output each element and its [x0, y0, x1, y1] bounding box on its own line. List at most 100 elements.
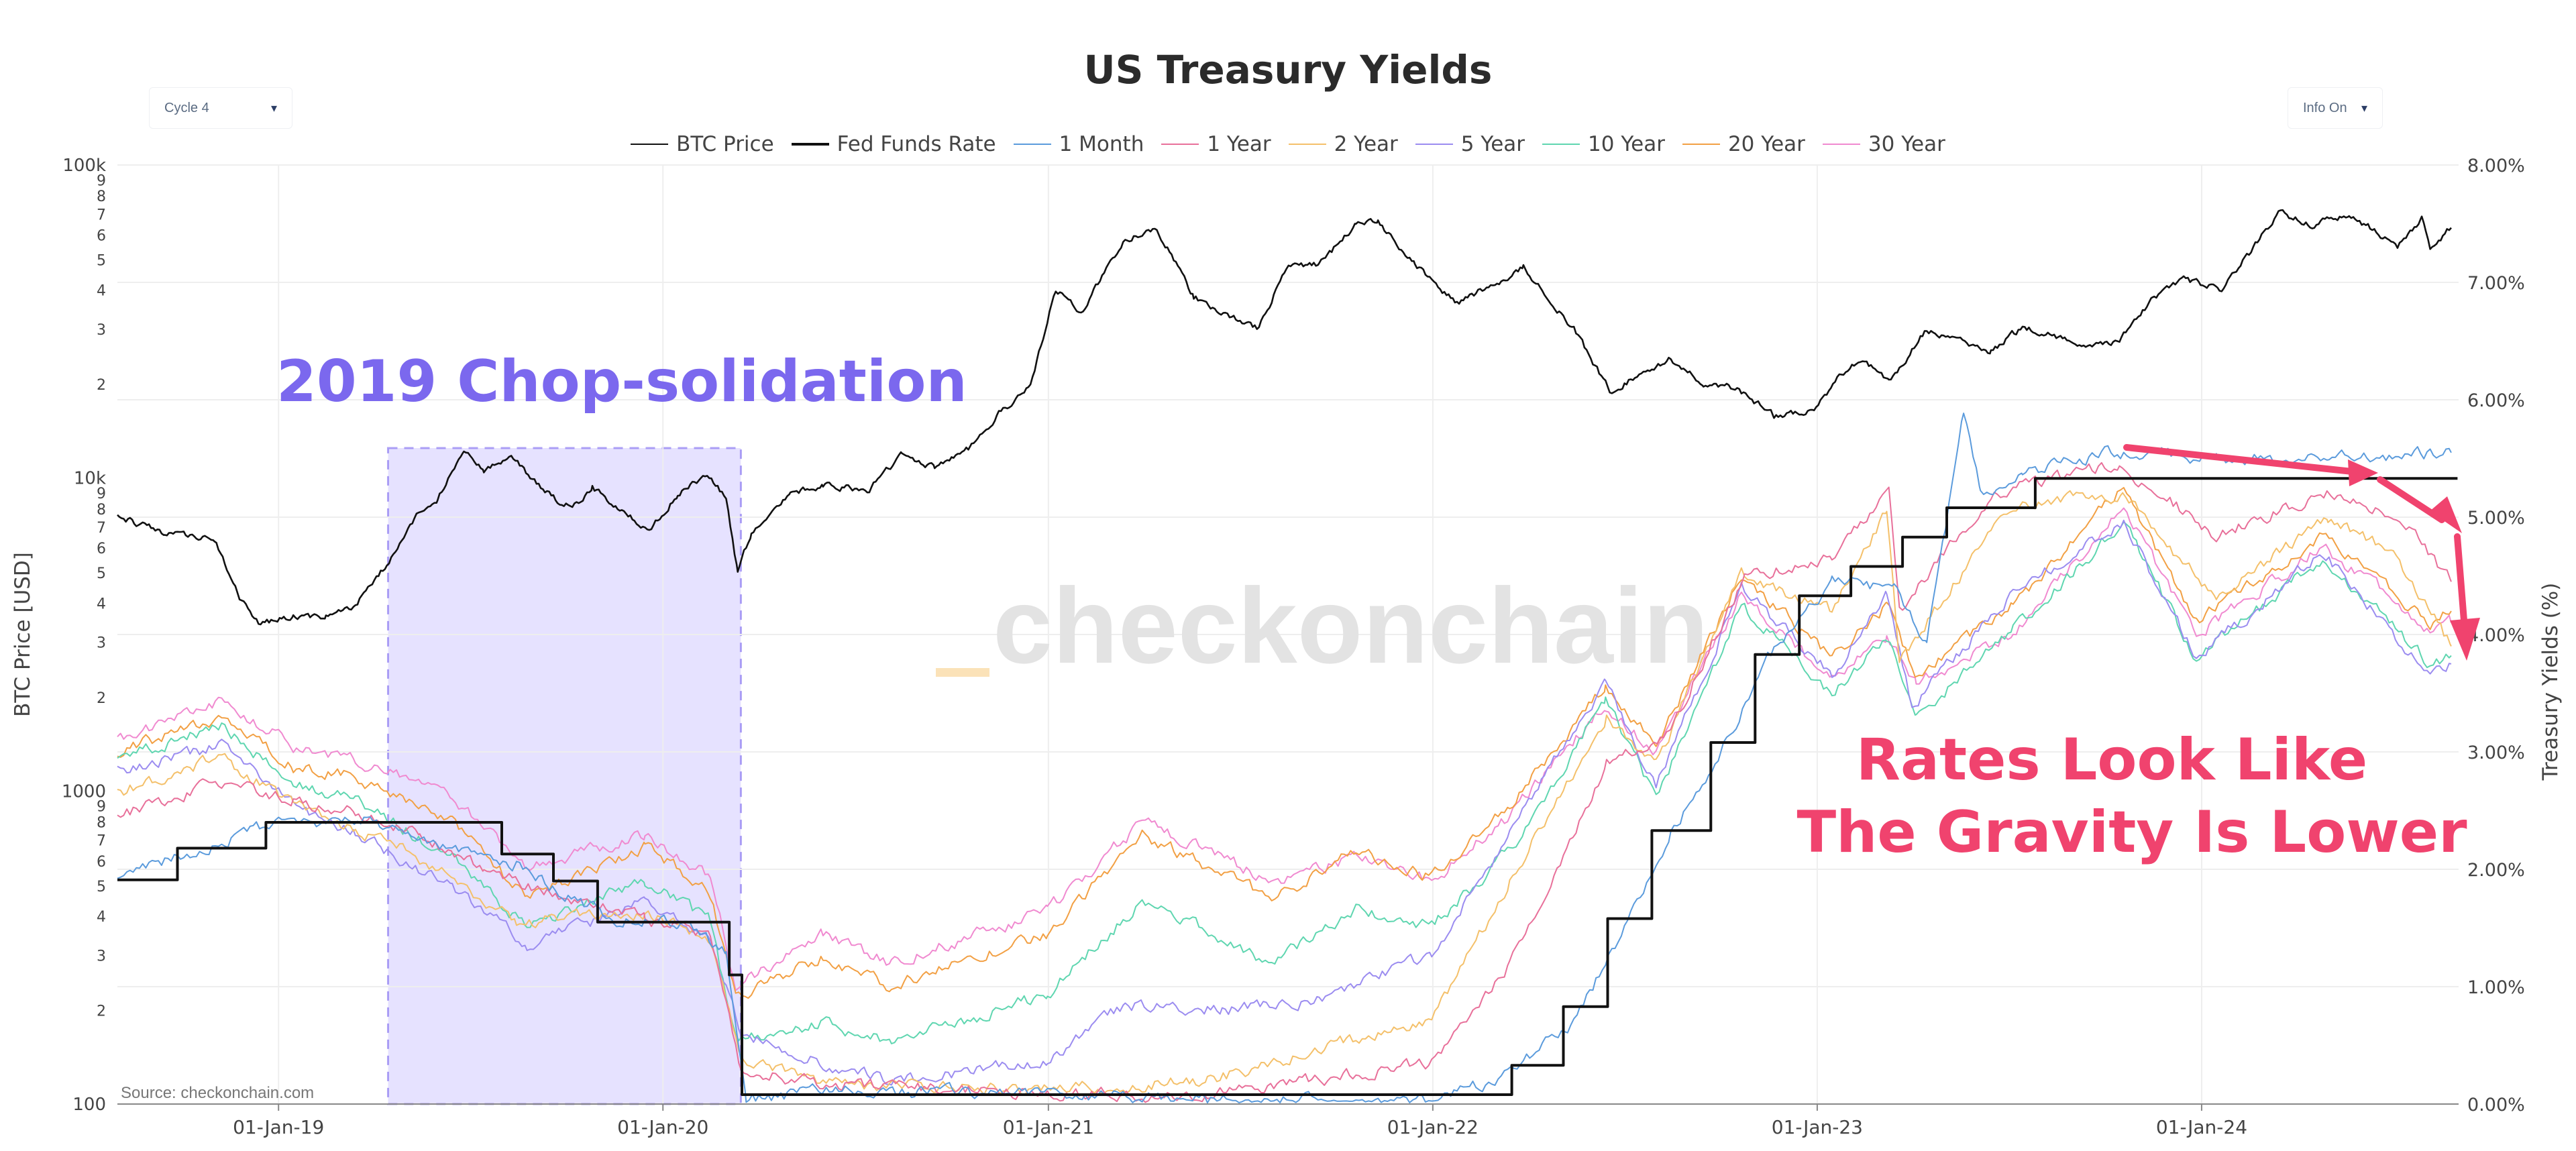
y-right-axis-title: Treasury Yields (%) [2538, 583, 2563, 781]
y-right-tick-label: 7.00% [2467, 273, 2525, 294]
arrow-segment-2 [2377, 476, 2445, 523]
y-left-tick-label: 6 [97, 541, 106, 557]
legend-swatch [1542, 144, 1580, 145]
legend-item-y1[interactable]: 1 Year [1161, 132, 1271, 156]
legend-swatch [1415, 144, 1453, 145]
arrow-head-2 [2430, 496, 2462, 533]
legend-item-y2[interactable]: 2 Year [1288, 132, 1398, 156]
series-line-y5 [117, 519, 2452, 1086]
info-toggle-value: Info On [2303, 100, 2347, 115]
x-tick-label: 01-Jan-21 [1003, 1116, 1094, 1138]
x-tick-label: 01-Jan-22 [1387, 1116, 1479, 1138]
annotations: 2019 Chop-solidation Rates Look Like The… [276, 348, 2480, 866]
legend-label: Fed Funds Rate [837, 132, 996, 156]
highlight-layer [386, 447, 742, 1105]
arrow-segment-1 [2123, 444, 2368, 476]
y-right-tick-label: 5.00% [2467, 508, 2525, 529]
watermark: checkonchain [936, 565, 1709, 686]
y-right-tick-label: 6.00% [2467, 390, 2525, 411]
y-left-tick-label: 1000 [62, 781, 106, 802]
cycle-selector-value: Cycle 4 [164, 100, 209, 115]
y-left-tick-label: 100k [62, 156, 106, 176]
legend-item-fed[interactable]: Fed Funds Rate [791, 132, 996, 156]
series-line-fed [117, 477, 2458, 1096]
chevron-down-icon: ▾ [2361, 101, 2367, 115]
series-line-y10 [117, 521, 2452, 1044]
legend-item-y20[interactable]: 20 Year [1682, 132, 1805, 156]
y-left-tick-label: 4 [97, 596, 106, 612]
x-tick-label: 01-Jan-20 [617, 1116, 708, 1138]
legend-item-btc[interactable]: BTC Price [631, 132, 774, 156]
legend-swatch [1013, 144, 1051, 145]
legend-item-y5[interactable]: 5 Year [1415, 132, 1525, 156]
legend-swatch [791, 143, 829, 146]
watermark-text: checkonchain [993, 565, 1709, 686]
y-left-tick-label: 5 [97, 565, 106, 582]
legend-item-y30[interactable]: 30 Year [1822, 132, 1945, 156]
y-left-tick-label: 8 [97, 502, 106, 518]
y-left-tick-label: 3 [97, 948, 106, 965]
y-left-tick-label: 6 [97, 854, 106, 871]
cycle-selector[interactable]: Cycle 4 ▾ [149, 87, 292, 129]
legend-label: 20 Year [1727, 132, 1805, 156]
y-right-tick-label: 4.00% [2467, 625, 2525, 646]
chart-title: US Treasury Yields [1084, 47, 1493, 93]
y-left-tick-label: 2 [97, 377, 106, 394]
series-line-y2 [117, 490, 2452, 1096]
y-right-tick-label: 1.00% [2467, 977, 2525, 998]
legend-label: 1 Year [1207, 132, 1271, 156]
legend-label: 1 Month [1059, 132, 1144, 156]
y-left-tick-label: 10k [74, 469, 106, 489]
y-right-tick-label: 3.00% [2467, 743, 2525, 763]
y-right-tick-label: 8.00% [2467, 156, 2525, 176]
info-toggle[interactable]: Info On ▾ [2288, 87, 2383, 129]
legend-swatch [1822, 144, 1860, 145]
series-line-y30 [117, 507, 2452, 991]
y-left-tick-label: 7 [97, 520, 106, 537]
legend-swatch [1161, 144, 1199, 145]
y-left-tick-label: 4 [97, 283, 106, 300]
legend-item-y10[interactable]: 10 Year [1542, 132, 1665, 156]
y-right-tick-label: 0.00% [2467, 1095, 2525, 1115]
series-line-m1 [117, 413, 2452, 1104]
y-left-tick-label: 2 [97, 690, 106, 707]
x-tick-label: 01-Jan-23 [1772, 1116, 1863, 1138]
legend-label: 10 Year [1588, 132, 1665, 156]
y-left-tick-label: 4 [97, 909, 106, 926]
legend-label: 5 Year [1460, 132, 1525, 156]
legend-item-m1[interactable]: 1 Month [1013, 132, 1144, 156]
legend-label: 2 Year [1334, 132, 1398, 156]
series-line-btc [117, 209, 2452, 626]
consolidation-annotation: 2019 Chop-solidation [276, 348, 967, 415]
y-left-tick-label: 100 [72, 1095, 106, 1115]
y-left-tick-label: 8 [97, 188, 106, 205]
y-right-tick-label: 2.00% [2467, 860, 2525, 881]
source-label: Source: checkonchain.com [121, 1084, 314, 1102]
watermark-dash [936, 668, 989, 677]
arrow-head-1 [2348, 459, 2378, 486]
legend-label: 30 Year [1868, 132, 1945, 156]
y-left-tick-label: 7 [97, 207, 106, 223]
y-left-tick-label: 6 [97, 228, 106, 245]
legend-label: BTC Price [676, 132, 774, 156]
y-left-tick-label: 5 [97, 252, 106, 269]
y-left-tick-label: 9 [97, 799, 106, 816]
x-tick-label: 01-Jan-24 [2156, 1116, 2247, 1138]
x-tick-label: 01-Jan-19 [233, 1116, 324, 1138]
legend-swatch [1682, 144, 1720, 145]
rates-annotation-line1: Rates Look Like [1856, 726, 2367, 793]
y-left-tick-label: 9 [97, 172, 106, 189]
y-left-tick-label: 2 [97, 1003, 106, 1020]
y-left-tick-label: 3 [97, 635, 106, 652]
trend-arrows [2123, 444, 2469, 641]
y-left-tick-label: 9 [97, 486, 106, 502]
chevron-down-icon: ▾ [270, 101, 277, 115]
legend-swatch [1288, 144, 1326, 145]
legend-swatch [631, 144, 669, 145]
series-line-y20 [117, 487, 2452, 999]
axes: 1002345678910002345678910k23456789100k0.… [11, 156, 2563, 1138]
legend: BTC Price Fed Funds Rate 1 Month 1 Year 2 Ye… [0, 127, 2576, 161]
arrow-head-3 [2450, 618, 2480, 661]
rates-annotation-line2: The Gravity Is Lower [1796, 799, 2467, 866]
